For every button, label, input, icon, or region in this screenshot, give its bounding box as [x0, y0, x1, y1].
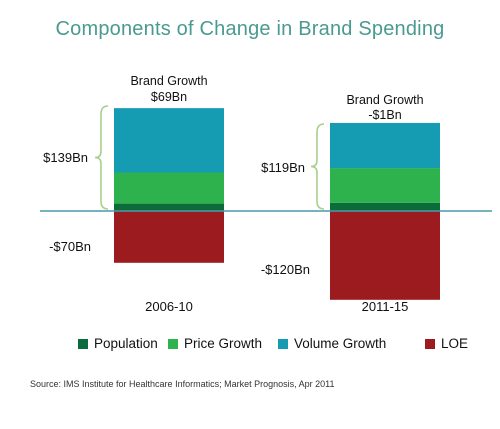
legend-swatch [168, 338, 178, 349]
total-brace-0 [94, 105, 109, 210]
legend-label: Price Growth [184, 336, 263, 351]
legend-swatch [278, 338, 288, 349]
positive-total-label-0: $139Bn [43, 150, 88, 165]
legend-swatch [78, 338, 88, 349]
source-note: Source: IMS Institute for Healthcare Inf… [30, 379, 335, 389]
legend-item-price-growth: Price Growth [168, 336, 262, 351]
negative-total-label-0: -$70Bn [49, 239, 91, 254]
legend-label: Volume Growth [294, 336, 387, 351]
bar-loe-0 [114, 211, 224, 263]
bar-loe-1 [330, 211, 440, 300]
bar-volume-growth-0 [114, 108, 224, 173]
negative-total-label-1: -$120Bn [261, 262, 310, 277]
bar-population-0 [114, 203, 224, 211]
bar-volume-growth-1 [330, 122, 440, 169]
brand-growth-value-1: -$1Bn [368, 108, 401, 122]
brand-growth-value-0: $69Bn [151, 90, 187, 104]
category-label-1: 2011-15 [362, 299, 409, 314]
legend-label: LOE [441, 336, 469, 351]
chart-title: Components of Change in Brand Spending [55, 18, 445, 40]
legend-item-volume-growth: Volume Growth [278, 336, 386, 351]
chart-legend: Population Price Growth Volume Growth LOE [70, 336, 490, 356]
legend-label: Population [94, 336, 158, 351]
legend-item-loe: LOE [425, 336, 468, 351]
brand-growth-label-0: Brand Growth [130, 74, 207, 88]
legend-item-population: Population [78, 336, 158, 351]
positive-total-label-1: $119Bn [261, 160, 305, 175]
total-brace-1 [310, 123, 325, 210]
bar-price-growth-1 [330, 168, 440, 203]
category-label-0: 2006-10 [145, 299, 193, 314]
bar-population-1 [330, 202, 440, 211]
bar-price-growth-0 [114, 172, 224, 204]
brand-growth-label-1: Brand Growth [346, 93, 423, 107]
legend-swatch [425, 338, 435, 349]
